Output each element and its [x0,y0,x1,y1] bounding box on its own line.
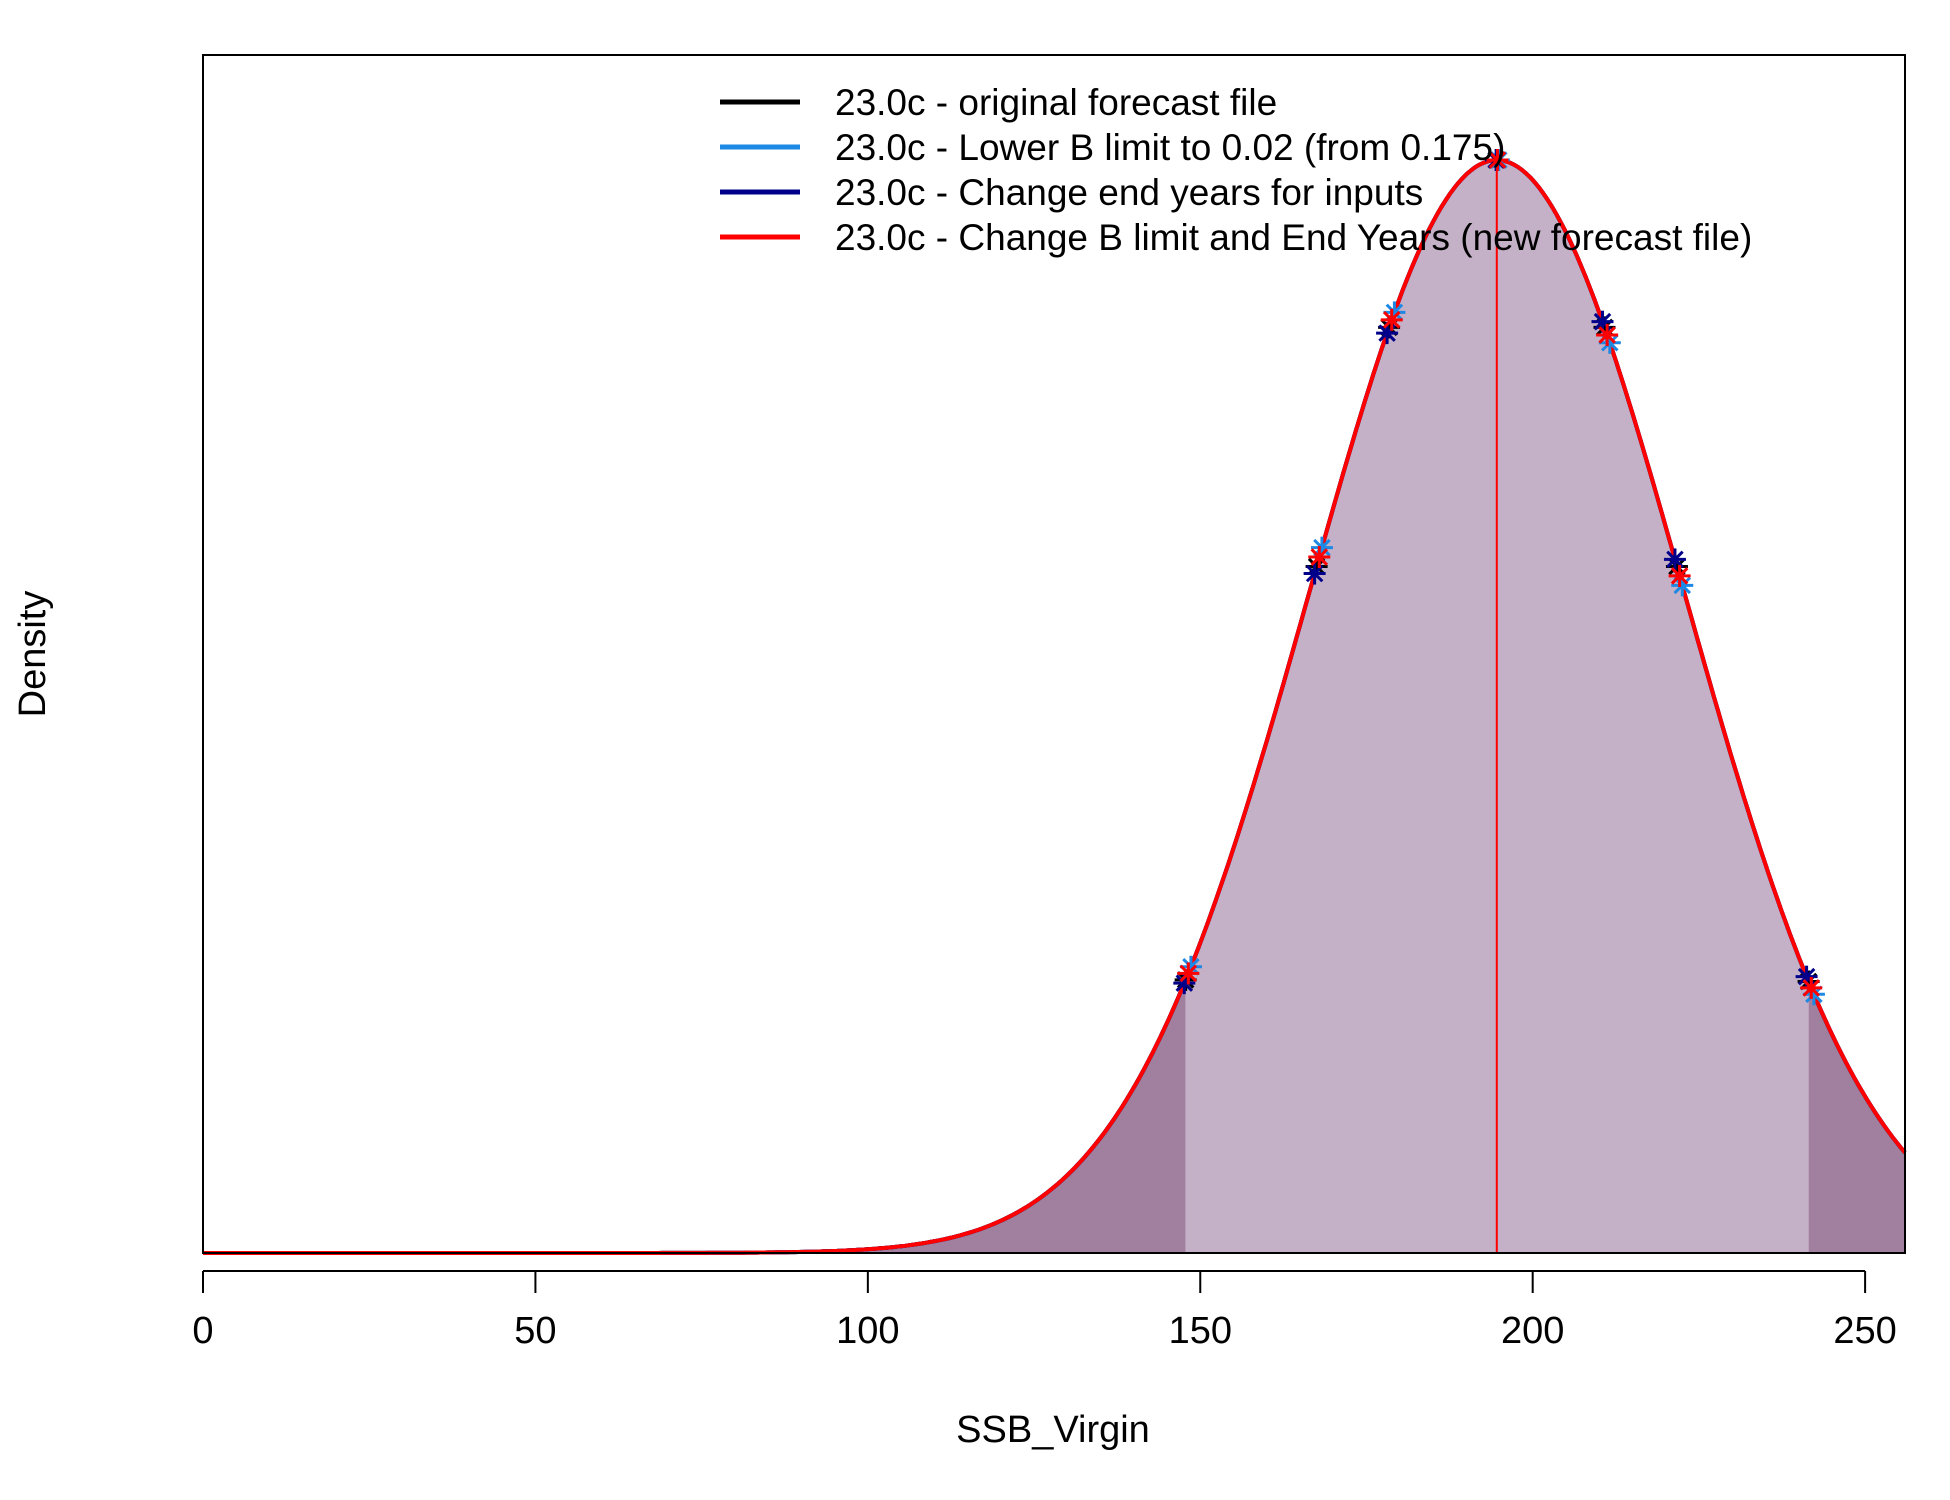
quantile-marker-s4-3 [1380,308,1403,331]
quantile-marker-s4-1 [1177,962,1200,985]
marker-stroke [1797,967,1816,986]
plot-frame [202,54,1906,1254]
x-tick-label: 250 [1833,1310,1896,1352]
x-tick-label: 100 [836,1310,899,1352]
quantile-marker-s4-2 [1308,546,1331,569]
marker-stroke [1666,550,1684,569]
marker-stroke [1601,334,1619,352]
legend-label: 23.0c - Change end years for inputs [835,172,1423,213]
quantile-marker-s4-7 [1800,976,1823,999]
marker-stroke [1673,576,1692,595]
legend-item-4: 23.0c - Change B limit and End Years (ne… [720,217,1752,258]
lower-tail-fill [203,979,1186,1253]
upper-tail-fill [1808,981,1905,1253]
quantile-marker-s3-2 [1303,562,1326,585]
legend-label: 23.0c - original forecast file [835,82,1277,123]
marker-stroke [1310,548,1329,566]
x-axis-title: SSB_Virgin [956,1409,1150,1451]
x-tick-label: 0 [192,1310,213,1352]
legend-item-2: 23.0c - Lower B limit to 0.02 (from 0.17… [720,127,1505,168]
legend-item-1: 23.0c - original forecast file [720,82,1277,123]
marker-stroke [1668,557,1686,576]
density-fill-layer [203,160,1905,1253]
quantile-marker-s4-5 [1596,324,1619,347]
marker-stroke [1802,979,1821,997]
marker-stroke [1179,964,1198,983]
quantile-marker-s4-4 [1486,149,1509,172]
x-tick-label: 50 [514,1310,556,1352]
marker-stroke [1598,326,1616,344]
x-tick-label: 150 [1169,1310,1232,1352]
quantile-marker-s3-6 [1663,548,1686,571]
quantile-marker-layer [1173,149,1825,1006]
legend-item-3: 23.0c - Change end years for inputs [720,172,1423,213]
x-tick-label: 200 [1501,1310,1564,1352]
y-axis-title: Density [12,591,54,718]
legend-label: 23.0c - Lower B limit to 0.02 (from 0.17… [835,127,1505,168]
x-axis: 0 50 100 150 200 250 [192,1270,1897,1352]
marker-stroke [1593,312,1612,331]
marker-stroke [1670,567,1689,585]
marker-stroke [1305,564,1324,583]
legend-label: 23.0c - Change B limit and End Years (ne… [835,217,1752,258]
quantile-marker-s4-6 [1668,564,1691,587]
marker-stroke [1382,311,1401,329]
marker-stroke [1488,151,1507,169]
